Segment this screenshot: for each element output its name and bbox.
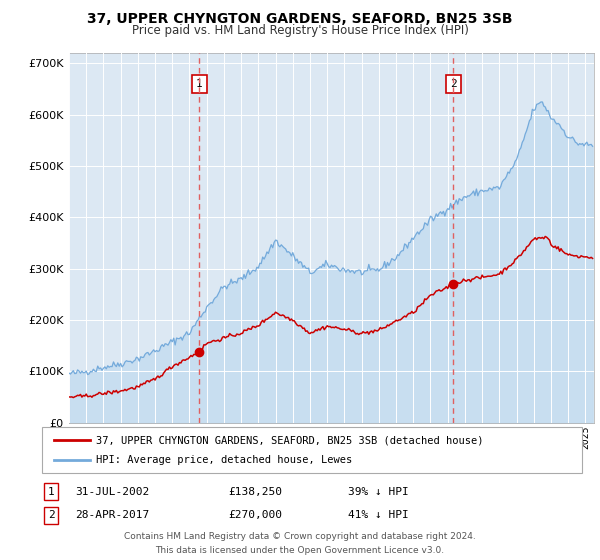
Text: 1: 1	[47, 487, 55, 497]
Text: £138,250: £138,250	[228, 487, 282, 497]
Text: 31-JUL-2002: 31-JUL-2002	[75, 487, 149, 497]
Text: 28-APR-2017: 28-APR-2017	[75, 510, 149, 520]
Text: 37, UPPER CHYNGTON GARDENS, SEAFORD, BN25 3SB: 37, UPPER CHYNGTON GARDENS, SEAFORD, BN2…	[87, 12, 513, 26]
Text: This data is licensed under the Open Government Licence v3.0.: This data is licensed under the Open Gov…	[155, 546, 445, 555]
Text: 1: 1	[196, 79, 203, 89]
Text: 37, UPPER CHYNGTON GARDENS, SEAFORD, BN25 3SB (detached house): 37, UPPER CHYNGTON GARDENS, SEAFORD, BN2…	[96, 435, 484, 445]
Text: Contains HM Land Registry data © Crown copyright and database right 2024.: Contains HM Land Registry data © Crown c…	[124, 531, 476, 540]
Text: 2: 2	[47, 510, 55, 520]
Text: 2: 2	[450, 79, 457, 89]
Text: 39% ↓ HPI: 39% ↓ HPI	[348, 487, 409, 497]
Text: £270,000: £270,000	[228, 510, 282, 520]
Text: HPI: Average price, detached house, Lewes: HPI: Average price, detached house, Lewe…	[96, 455, 352, 465]
Text: Price paid vs. HM Land Registry's House Price Index (HPI): Price paid vs. HM Land Registry's House …	[131, 24, 469, 36]
Text: 41% ↓ HPI: 41% ↓ HPI	[348, 510, 409, 520]
